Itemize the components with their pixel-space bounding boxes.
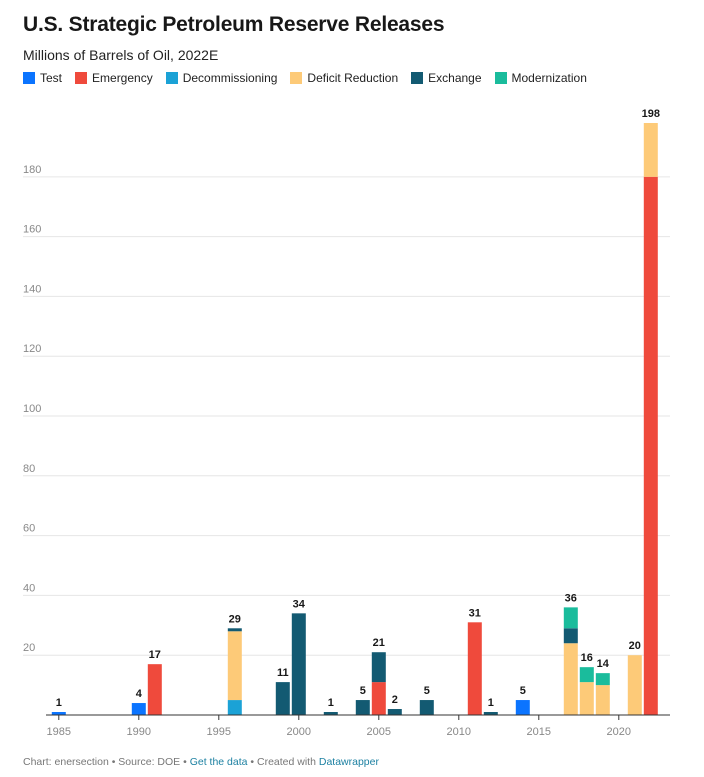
y-tick-label: 120 [23,343,41,355]
bar-2017-deficit-reduction [563,643,578,715]
value-label-2008: 5 [424,685,430,697]
legend-item-modernization: Modernization [494,71,587,85]
bar-1990-test [131,703,146,715]
bar-2014-test [515,700,530,715]
bar-2018-deficit-reduction [579,682,594,715]
y-tick-label: 60 [23,523,35,535]
bar-2008-exchange [419,700,434,715]
legend-label: Deficit Reduction [307,71,399,85]
value-label-1999: 11 [277,667,289,679]
y-tick-label: 20 [23,642,35,654]
legend-label: Test [40,71,63,85]
legend-label: Emergency [92,71,153,85]
bar-2005-exchange [371,652,386,683]
bar-2011-emergency [467,622,482,715]
value-label-1991: 17 [149,649,161,661]
legend-swatch [411,72,424,84]
bar-2022-deficit-reduction [643,123,658,177]
bar-2018-modernization [579,667,594,683]
bar-2004-exchange [355,700,370,715]
legend-swatch [494,72,507,84]
legend-item-deficit-reduction: Deficit Reduction [290,71,398,85]
legend-label: Modernization [511,71,587,85]
x-tick-label: 1995 [207,726,231,738]
value-label-1996: 29 [229,613,241,625]
bar-1996-deficit-reduction [227,631,242,701]
x-axis: 1985 1990 1995 2000 2005 2010 2015 2020 [47,715,631,738]
bar-1999-exchange [275,682,290,715]
y-tick-label: 180 [23,164,41,176]
bar-1991-emergency [147,664,162,715]
x-tick-label: 2015 [527,726,551,738]
value-label-2002: 1 [328,697,334,709]
y-tick-label: 140 [23,283,41,295]
bar-2019-modernization [595,673,610,686]
value-label-1990: 4 [136,688,143,700]
legend: Test Emergency Decommissioning Deficit Redu… [23,71,600,85]
legend-item-decommissioning: Decommissioning [165,71,278,85]
footer-source: Chart: enersection • Source: DOE • [23,756,190,768]
bars [51,123,658,715]
gridlines [23,176,670,656]
value-label-1985: 1 [56,697,62,709]
legend-swatch [165,72,178,84]
bar-2002-exchange [323,712,338,715]
y-tick-label: 40 [23,582,35,594]
chart-title: U.S. Strategic Petroleum Reserve Release… [23,13,445,36]
legend-swatch [23,72,35,84]
legend-label: Decommissioning [182,71,278,85]
legend-label: Exchange [428,71,482,85]
x-tick-label: 2005 [367,726,391,738]
value-label-2022: 198 [642,108,660,120]
get-the-data-link[interactable]: Get the data [189,756,248,768]
x-tick-label: 1985 [47,726,71,738]
bar-2000-exchange [291,613,306,715]
bar-2022-emergency [643,176,658,715]
value-label-2018: 16 [581,652,593,664]
legend-item-exchange: Exchange [411,71,482,85]
bar-1985-test [51,712,66,715]
value-label-2004: 5 [360,685,366,697]
chart-subtitle: Millions of Barrels of Oil, 2022E [23,47,219,63]
bar-1996-exchange [227,628,242,632]
bar-2019-deficit-reduction [595,685,610,715]
x-tick-label: 2020 [607,726,631,738]
value-label-2021: 20 [629,640,641,652]
legend-item-test: Test [23,71,62,85]
legend-swatch [290,72,303,84]
value-label-2012: 1 [488,697,494,709]
y-tick-label: 160 [23,224,41,236]
bar-2012-exchange [483,712,498,715]
value-label-2005: 21 [373,637,385,649]
datawrapper-link[interactable]: Datawrapper [318,756,379,768]
x-tick-label: 2000 [287,726,311,738]
legend-swatch [75,72,88,84]
value-label-2014: 5 [520,685,526,697]
value-label-2017: 36 [565,592,577,604]
value-label-2019: 14 [597,658,610,670]
bar-2017-exchange [563,628,578,644]
y-tick-label: 80 [23,463,35,475]
bar-2021-deficit-reduction [627,655,642,715]
value-label-2006: 2 [392,694,398,706]
y-tick-label: 100 [23,403,41,415]
bar-1996-decommissioning [227,700,242,715]
bar-2005-emergency [371,682,386,715]
value-label-2011: 31 [469,607,481,619]
y-axis: 20 40 60 80 100 120 140 160 180 [23,164,41,654]
bar-2017-modernization [563,607,578,629]
footer: Chart: enersection • Source: DOE • Get t… [23,756,379,768]
bar-2006-exchange [387,709,402,715]
x-tick-label: 1990 [127,726,151,738]
footer-created-with: • Created with [247,756,319,768]
x-tick-label: 2010 [447,726,471,738]
legend-item-emergency: Emergency [75,71,153,85]
value-label-2000: 34 [293,598,306,610]
